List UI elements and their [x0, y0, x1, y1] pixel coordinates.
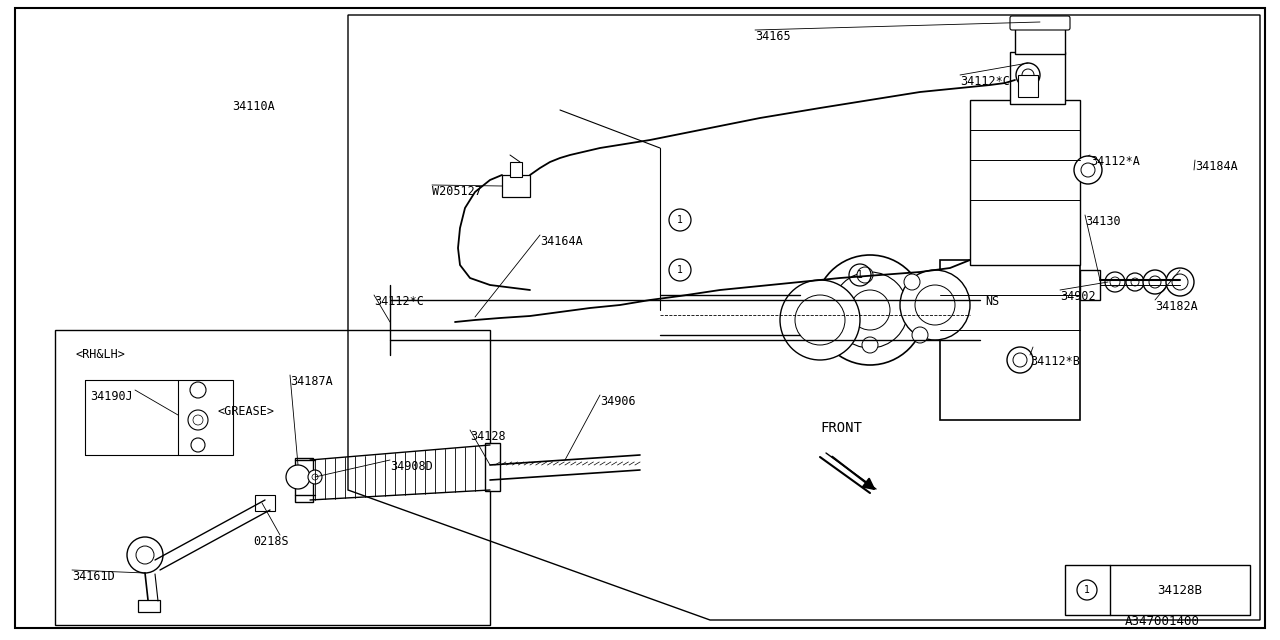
Circle shape [832, 272, 908, 348]
Text: 34902: 34902 [1060, 290, 1096, 303]
Text: W205127: W205127 [433, 185, 481, 198]
Circle shape [1082, 163, 1094, 177]
Circle shape [1074, 156, 1102, 184]
Circle shape [858, 267, 873, 283]
Text: 34906: 34906 [600, 395, 636, 408]
Text: NS: NS [986, 295, 1000, 308]
Bar [502, 175, 530, 197]
Circle shape [191, 438, 205, 452]
Bar [1080, 270, 1100, 300]
Bar [1015, 22, 1065, 54]
Circle shape [1007, 347, 1033, 373]
Circle shape [1110, 277, 1120, 287]
Text: 34110A: 34110A [232, 100, 275, 113]
Text: 34184A: 34184A [1196, 160, 1238, 173]
Circle shape [1021, 69, 1034, 81]
Circle shape [312, 474, 317, 480]
Circle shape [1149, 276, 1161, 288]
Text: 34112*C: 34112*C [374, 295, 424, 308]
Text: 34112*A: 34112*A [1091, 155, 1140, 168]
Text: 34190J: 34190J [90, 390, 133, 403]
Text: 34182A: 34182A [1155, 300, 1198, 313]
Bar [294, 458, 314, 502]
Circle shape [285, 465, 310, 489]
Bar [485, 443, 500, 491]
Text: 1: 1 [677, 215, 684, 225]
Bar [178, 380, 233, 455]
Text: 1: 1 [677, 265, 684, 275]
Bar [1018, 75, 1038, 97]
Circle shape [1105, 272, 1125, 292]
Text: 0218S: 0218S [253, 535, 288, 548]
Text: 34187A: 34187A [291, 375, 333, 388]
Circle shape [861, 337, 878, 353]
Text: 34165: 34165 [755, 30, 791, 43]
Circle shape [904, 274, 920, 290]
Circle shape [1143, 270, 1167, 294]
Text: 34908D: 34908D [390, 460, 433, 473]
Text: 34161D: 34161D [72, 570, 115, 583]
Circle shape [127, 537, 163, 573]
Text: 34128B: 34128B [1157, 584, 1202, 596]
Circle shape [780, 280, 860, 360]
Bar [940, 260, 1080, 420]
Text: FRONT: FRONT [820, 421, 861, 435]
Circle shape [1172, 274, 1188, 290]
Text: 34112*B: 34112*B [1030, 355, 1080, 368]
Circle shape [1132, 278, 1139, 286]
Circle shape [136, 546, 154, 564]
Text: <RH&LH>: <RH&LH> [76, 348, 125, 361]
Circle shape [915, 285, 955, 325]
Circle shape [1016, 63, 1039, 87]
Bar [509, 162, 522, 177]
Text: A347001400: A347001400 [1125, 615, 1201, 628]
Text: 34130: 34130 [1085, 215, 1120, 228]
Circle shape [850, 290, 890, 330]
Text: 34128: 34128 [470, 430, 506, 443]
Circle shape [189, 382, 206, 398]
Text: 34112*C: 34112*C [960, 75, 1010, 88]
Circle shape [193, 415, 204, 425]
Circle shape [1012, 353, 1027, 367]
Circle shape [188, 410, 207, 430]
Circle shape [795, 295, 845, 345]
Bar [1010, 52, 1065, 104]
Bar [970, 100, 1080, 265]
Bar [55, 330, 490, 625]
Bar [255, 495, 275, 511]
Text: 34164A: 34164A [540, 235, 582, 248]
Circle shape [1126, 273, 1144, 291]
Text: 1: 1 [858, 270, 863, 280]
Text: <GREASE>: <GREASE> [218, 405, 275, 418]
Circle shape [911, 327, 928, 343]
Circle shape [900, 270, 970, 340]
Circle shape [815, 255, 925, 365]
Text: 1: 1 [1084, 585, 1091, 595]
Circle shape [308, 470, 323, 484]
FancyBboxPatch shape [1010, 16, 1070, 30]
Bar [1065, 565, 1251, 615]
Bar [138, 600, 160, 612]
Circle shape [1166, 268, 1194, 296]
